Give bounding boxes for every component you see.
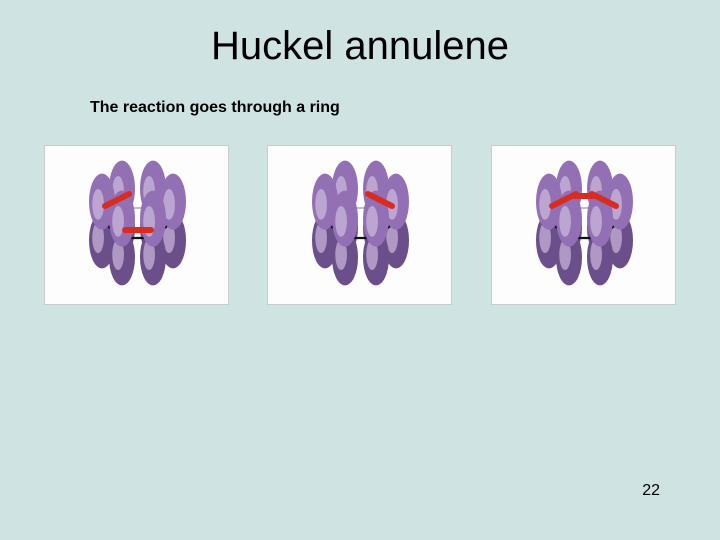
page-number: 22 <box>642 482 660 500</box>
orbital-panel-2 <box>267 145 452 305</box>
orbital-panel-3 <box>491 145 676 305</box>
orbital-diagram-row <box>0 117 720 305</box>
slide-title: Huckel annulene <box>0 0 720 69</box>
slide-subtitle: The reaction goes through a ring <box>0 69 720 117</box>
orbital-panel-1 <box>44 145 229 305</box>
